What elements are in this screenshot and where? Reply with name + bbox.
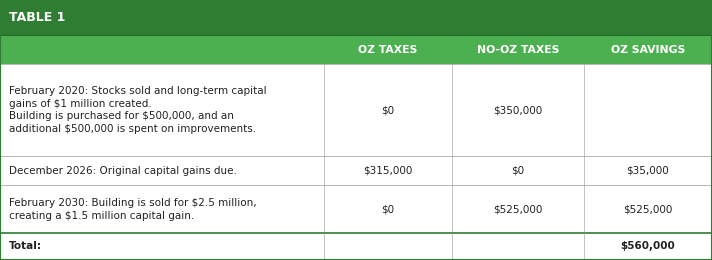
Bar	[0, 233, 712, 260]
Bar	[0, 64, 712, 156]
Bar	[0, 185, 712, 233]
Text: $0: $0	[382, 105, 394, 115]
Text: $0: $0	[511, 166, 525, 176]
Text: December 2026: Original capital gains due.: December 2026: Original capital gains du…	[9, 166, 236, 176]
Text: NO-OZ TAXES: NO-OZ TAXES	[477, 44, 559, 55]
Text: OZ TAXES: OZ TAXES	[358, 44, 418, 55]
Text: $315,000: $315,000	[363, 166, 413, 176]
Text: OZ SAVINGS: OZ SAVINGS	[611, 44, 685, 55]
Text: TABLE 1: TABLE 1	[9, 11, 65, 24]
Text: February 2020: Stocks sold and long-term capital
gains of $1 million created.
Bu: February 2020: Stocks sold and long-term…	[9, 86, 266, 134]
Bar	[0, 35, 712, 64]
Text: $525,000: $525,000	[623, 204, 673, 214]
Text: Total:: Total:	[9, 242, 41, 251]
Text: $35,000: $35,000	[627, 166, 669, 176]
Text: $560,000: $560,000	[621, 242, 675, 251]
Bar	[0, 0, 712, 35]
Text: February 2030: Building is sold for $2.5 million,
creating a $1.5 million capita: February 2030: Building is sold for $2.5…	[9, 198, 256, 220]
Bar	[0, 156, 712, 185]
Text: $525,000: $525,000	[493, 204, 543, 214]
Text: $0: $0	[382, 204, 394, 214]
Text: $350,000: $350,000	[493, 105, 543, 115]
